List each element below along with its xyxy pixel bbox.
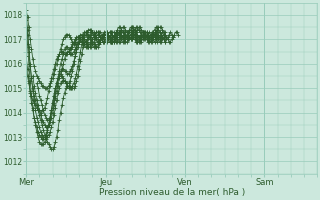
X-axis label: Pression niveau de la mer( hPa ): Pression niveau de la mer( hPa )	[99, 188, 245, 197]
